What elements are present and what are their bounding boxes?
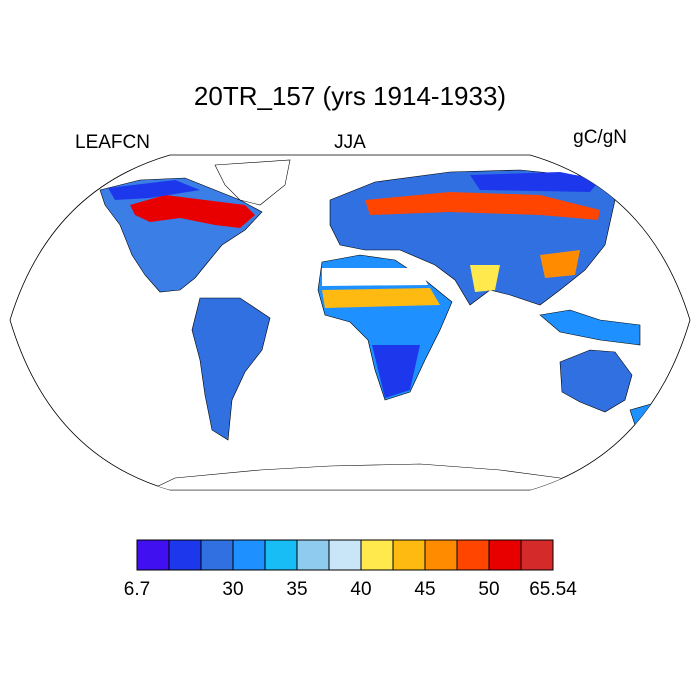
- colorbar-label: 45: [414, 579, 435, 600]
- arctic-band: [470, 172, 600, 192]
- south-america: [191, 297, 271, 441]
- colorbar-label: 40: [350, 579, 371, 600]
- left-label: LEAFCN: [75, 132, 150, 153]
- greenland: [214, 159, 291, 206]
- south-africa: [372, 345, 420, 398]
- colorbar-box: [456, 539, 490, 571]
- na-high-band: [130, 195, 255, 228]
- sahara: [322, 268, 428, 286]
- east-china: [540, 250, 580, 278]
- islands: [539, 309, 641, 346]
- map: [9, 154, 691, 491]
- colorbar-box: [200, 539, 234, 571]
- india: [470, 265, 500, 292]
- colorbar-label: 50: [478, 579, 499, 600]
- sahel-band: [322, 288, 440, 308]
- colorbar-box: [488, 539, 522, 571]
- colorbar-box: [264, 539, 298, 571]
- right-label: gC/gN: [573, 127, 627, 148]
- colorbar-box: [328, 539, 362, 571]
- na-arctic: [108, 180, 200, 200]
- center-label: JJA: [334, 132, 366, 153]
- colorbar-box: [392, 539, 426, 571]
- colorbar-box: [520, 539, 554, 571]
- colorbar-box: [136, 539, 170, 571]
- siberia-band: [365, 192, 600, 220]
- colorbar-box: [296, 539, 330, 571]
- colorbar: 6.7 30 35 40 45 50 65.54: [124, 539, 577, 600]
- colorbar-label: 6.7: [124, 579, 150, 600]
- colorbar-label: 65.54: [529, 579, 577, 600]
- colorbar-box: [424, 539, 458, 571]
- colorbar-label: 30: [222, 579, 243, 600]
- australia: [559, 349, 633, 413]
- title: 20TR_157 (yrs 1914-1933): [194, 81, 506, 111]
- colorbar-box: [168, 539, 202, 571]
- colorbar-label: 35: [286, 579, 307, 600]
- colorbar-box: [360, 539, 394, 571]
- colorbar-box: [232, 539, 266, 571]
